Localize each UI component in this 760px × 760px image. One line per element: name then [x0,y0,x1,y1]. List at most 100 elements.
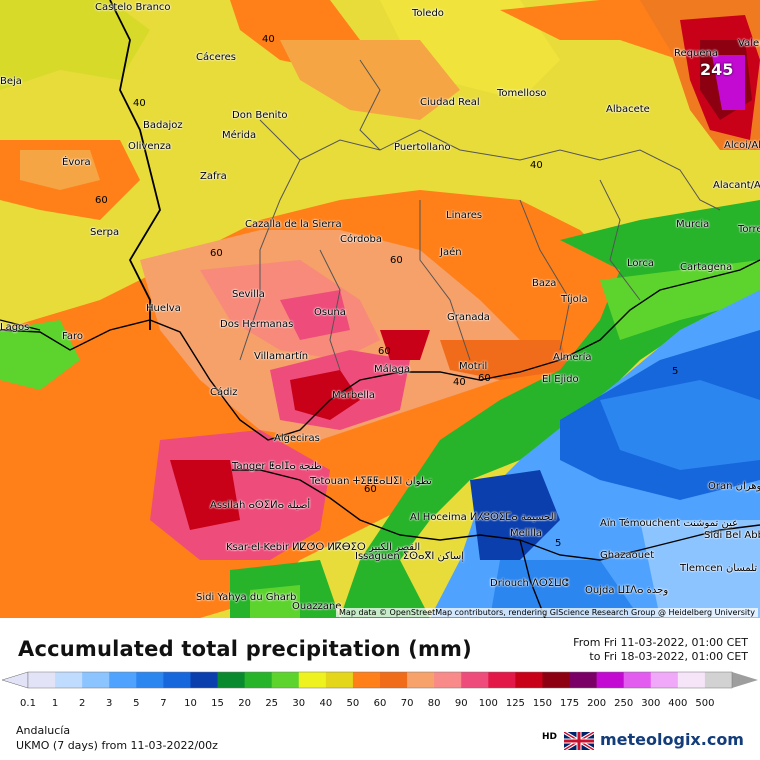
legend-swatch [136,672,164,688]
city-label: Sidi Yahya du Gharb [196,592,297,603]
legend-tick-label: 70 [401,698,414,709]
period-from: From Fri 11-03-2022, 01:00 CET [573,636,748,649]
city-label: Cádiz [210,387,238,398]
city-label: Marbella [332,390,376,401]
legend-tick-label: 2 [79,698,85,709]
city-label: Castelo Branco [95,2,171,13]
legend-swatch [380,672,408,688]
map-attribution[interactable]: Map data © OpenStreetMap contributors, r… [336,608,758,617]
city-label: Melilla [510,528,543,539]
city-label: Alcoi/Alcoy [724,140,760,151]
legend-swatch [217,672,246,688]
contour-label: 60 [210,248,223,259]
city-label: Albacete [606,104,650,115]
city-label: Almería [553,352,592,363]
legend-swatch [244,672,273,688]
legend-swatch [650,672,679,688]
legend-swatch [163,672,191,688]
legend-tick-label: 125 [506,698,525,709]
legend-swatch [677,672,706,688]
legend-swatch [325,672,354,688]
legend-tick-label: 5 [133,698,139,709]
city-label: Serpa [90,227,120,238]
contour-label: 40 [133,98,146,109]
city-label: Murcia [676,219,710,230]
city-label: Al Hoceima ⵍⵃⵓⵙⵉⵎⴰ الحسيمة [410,512,557,523]
legend-tick-label: 0.1 [20,698,36,709]
city-label: Sidi Bel Abbès سيدي بلعباس [704,530,760,541]
city-label: Ouazzane [292,601,342,612]
legend-tick-label: 80 [428,698,441,709]
legend-left-arrow [1,671,29,689]
legend-swatch [488,672,516,688]
city-label: Évora [62,157,91,168]
city-label: Cazalla de la Sierra [245,219,342,230]
contour-label: 5 [555,538,562,549]
legend-tick-label: 15 [211,698,224,709]
legend-tick-label: 3 [106,698,112,709]
max-value-label: 245 [700,60,734,79]
city-label: Issaguen ⵉⵙⴰⴳⵏ إساكن [355,551,465,562]
legend-swatch [515,672,543,688]
city-label: Granada [447,312,490,323]
precipitation-map[interactable]: Castelo Branco Toledo Valencia Requena Cácer… [0,0,760,618]
city-label: Mérida [222,130,257,141]
city-label: Baza [532,278,557,289]
legend-swatch [407,672,435,688]
legend-tick-label: 1 [52,698,58,709]
city-label: Ciudad Real [420,97,480,108]
city-label: Villamartín [254,351,309,362]
legend-swatch [623,672,652,688]
brand-area[interactable]: HD meteologix.com [542,730,752,752]
contour-label: 60 [478,373,491,384]
legend-tick-label: 150 [533,698,552,709]
city-label: Tomelloso [497,88,547,99]
contour-label: 40 [453,377,466,388]
legend-tick-label: 90 [455,698,468,709]
city-label: Tanger ⵟⴰⵏⵊⴰ طنجة [232,461,322,472]
legend-tick-label: 500 [695,698,714,709]
legend-right-arrow [732,672,758,688]
contour-label: 5 [672,366,679,377]
city-label: Jaén [440,247,462,258]
legend-swatch [271,672,300,688]
legend-tick-label: 50 [347,698,360,709]
contour-label: 60 [390,255,403,266]
legend-swatch [352,672,381,688]
city-label: Aïn Témouchent عين تموشنت [600,518,739,529]
city-label: Oran وهران [708,481,760,492]
legend-swatch [704,672,733,688]
legend-tick-label: 100 [479,698,498,709]
legend-tick-label: 175 [560,698,579,709]
city-label: El Ejido [542,374,579,385]
legend-tick-label: 300 [641,698,660,709]
city-label: Driouch ⴷⵔⵉⵡⵛ [490,578,569,589]
city-label: Faro [62,331,83,342]
city-label: Requena [674,48,718,59]
city-label: Osuna [314,307,346,318]
city-label: Valencia [738,38,760,49]
contour-label: 40 [262,34,275,45]
contour-label: 40 [530,160,543,171]
uk-flag-icon[interactable] [564,732,594,750]
city-label: Málaga [374,364,411,375]
legend-tick-label: 250 [614,698,633,709]
city-label: Olivenza [128,141,172,152]
city-label: Alacant/Alicante [713,180,760,191]
city-label: Lorca [627,258,655,269]
contour-label: 60 [378,346,391,357]
hd-toggle[interactable]: HD [542,732,558,742]
period-to: to Fri 18-03-2022, 01:00 CET [589,650,748,663]
city-label: Lagos [0,322,30,333]
city-label: Oujda ⵡⵊⴷⴰ وجدة [585,585,669,596]
city-label: Toledo [412,8,444,19]
city-label: Tetouan ⵜⵉⵟⵟⴰⵡⵉⵏ تطوان [310,476,432,487]
legend-tick-label: 25 [265,698,278,709]
contour-label: 60 [364,484,377,495]
chart-title: Accumulated total precipitation (mm) [18,637,472,661]
city-label: Dos Hermanas [220,319,294,330]
contour-label: 60 [95,195,108,206]
meteologix-logo[interactable]: meteologix.com [600,730,744,749]
city-label: Don Benito [232,110,288,121]
legend-tick-label: 200 [587,698,606,709]
